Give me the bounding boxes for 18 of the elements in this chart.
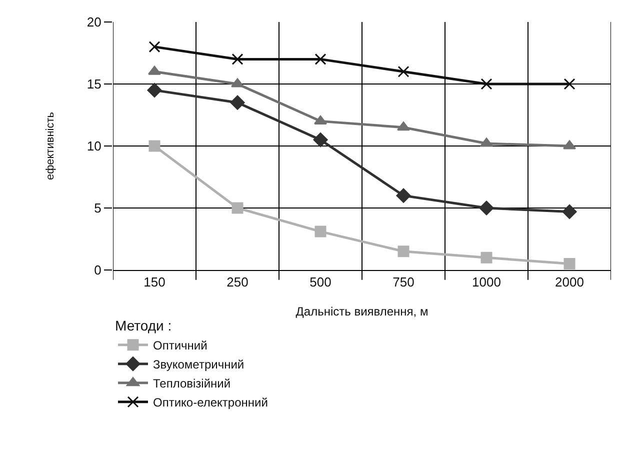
legend-label: Тепловізійний (153, 376, 231, 391)
x-tick-label: 2000 (555, 274, 584, 290)
x-axis-title: Дальність виявлення, м (296, 304, 428, 318)
legend-label: Оптичний (153, 338, 208, 353)
y-tick-label: 5 (94, 200, 102, 216)
legend-label: Оптико-електронний (153, 396, 268, 410)
x-tick-label: 150 (144, 274, 166, 290)
y-axis-title: ефективність (44, 112, 57, 180)
x-tick-label: 750 (392, 274, 414, 290)
legend-label: Звукометричний (153, 358, 244, 372)
y-tick-label: 20 (86, 14, 102, 30)
y-tick-label: 15 (86, 76, 102, 92)
x-tick-label: 250 (226, 274, 248, 290)
x-tick-label: 1000 (472, 274, 501, 290)
legend-title: Методи : (115, 317, 172, 334)
y-tick-label: 0 (94, 262, 102, 278)
x-tick-label: 500 (310, 274, 332, 290)
y-tick-label: 10 (86, 138, 102, 154)
